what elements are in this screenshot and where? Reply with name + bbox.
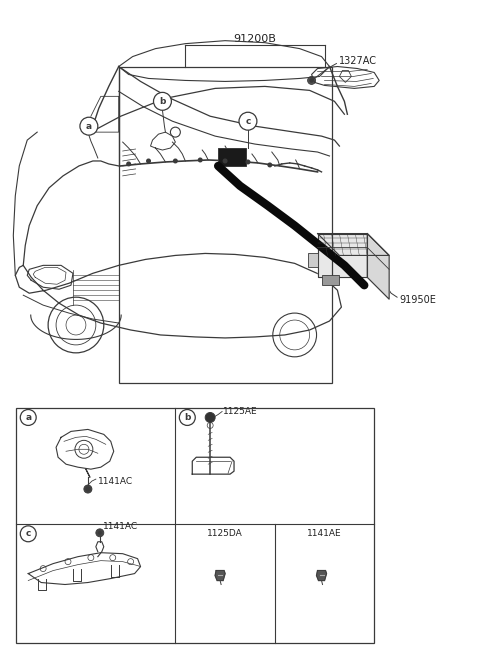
Polygon shape [367,234,389,299]
Circle shape [154,92,171,110]
Bar [308,253,318,267]
Circle shape [198,159,202,162]
Circle shape [86,487,90,491]
Text: c: c [245,117,251,126]
Text: b: b [184,413,191,422]
Text: b: b [159,97,166,106]
Circle shape [96,529,104,537]
Text: a: a [86,122,92,130]
Text: 1141AE: 1141AE [307,529,342,538]
Polygon shape [318,234,389,255]
Circle shape [84,485,92,493]
Circle shape [98,531,102,534]
Circle shape [223,159,227,162]
Polygon shape [318,234,367,277]
Text: 91950E: 91950E [399,295,436,305]
Circle shape [310,79,313,83]
Polygon shape [215,571,225,580]
Bar [322,275,339,285]
Bar [119,67,333,383]
Bar [16,407,374,643]
Text: 1327AC: 1327AC [339,56,377,66]
Text: a: a [25,413,31,422]
Circle shape [147,159,150,162]
Polygon shape [316,571,326,580]
Circle shape [268,163,272,167]
Text: 1125AE: 1125AE [223,407,258,416]
Circle shape [180,409,195,426]
Circle shape [174,159,177,162]
Circle shape [20,526,36,542]
Circle shape [246,160,250,164]
Circle shape [308,77,315,84]
Text: 1141AC: 1141AC [98,477,133,485]
Text: c: c [25,529,31,538]
Text: 1141AC: 1141AC [103,522,138,531]
Circle shape [205,413,215,422]
Bar [218,148,246,166]
Circle shape [127,162,131,166]
Text: 91200B: 91200B [233,33,276,44]
Circle shape [80,117,98,135]
Text: 1125DA: 1125DA [207,529,243,538]
Circle shape [239,112,257,130]
Circle shape [20,409,36,426]
